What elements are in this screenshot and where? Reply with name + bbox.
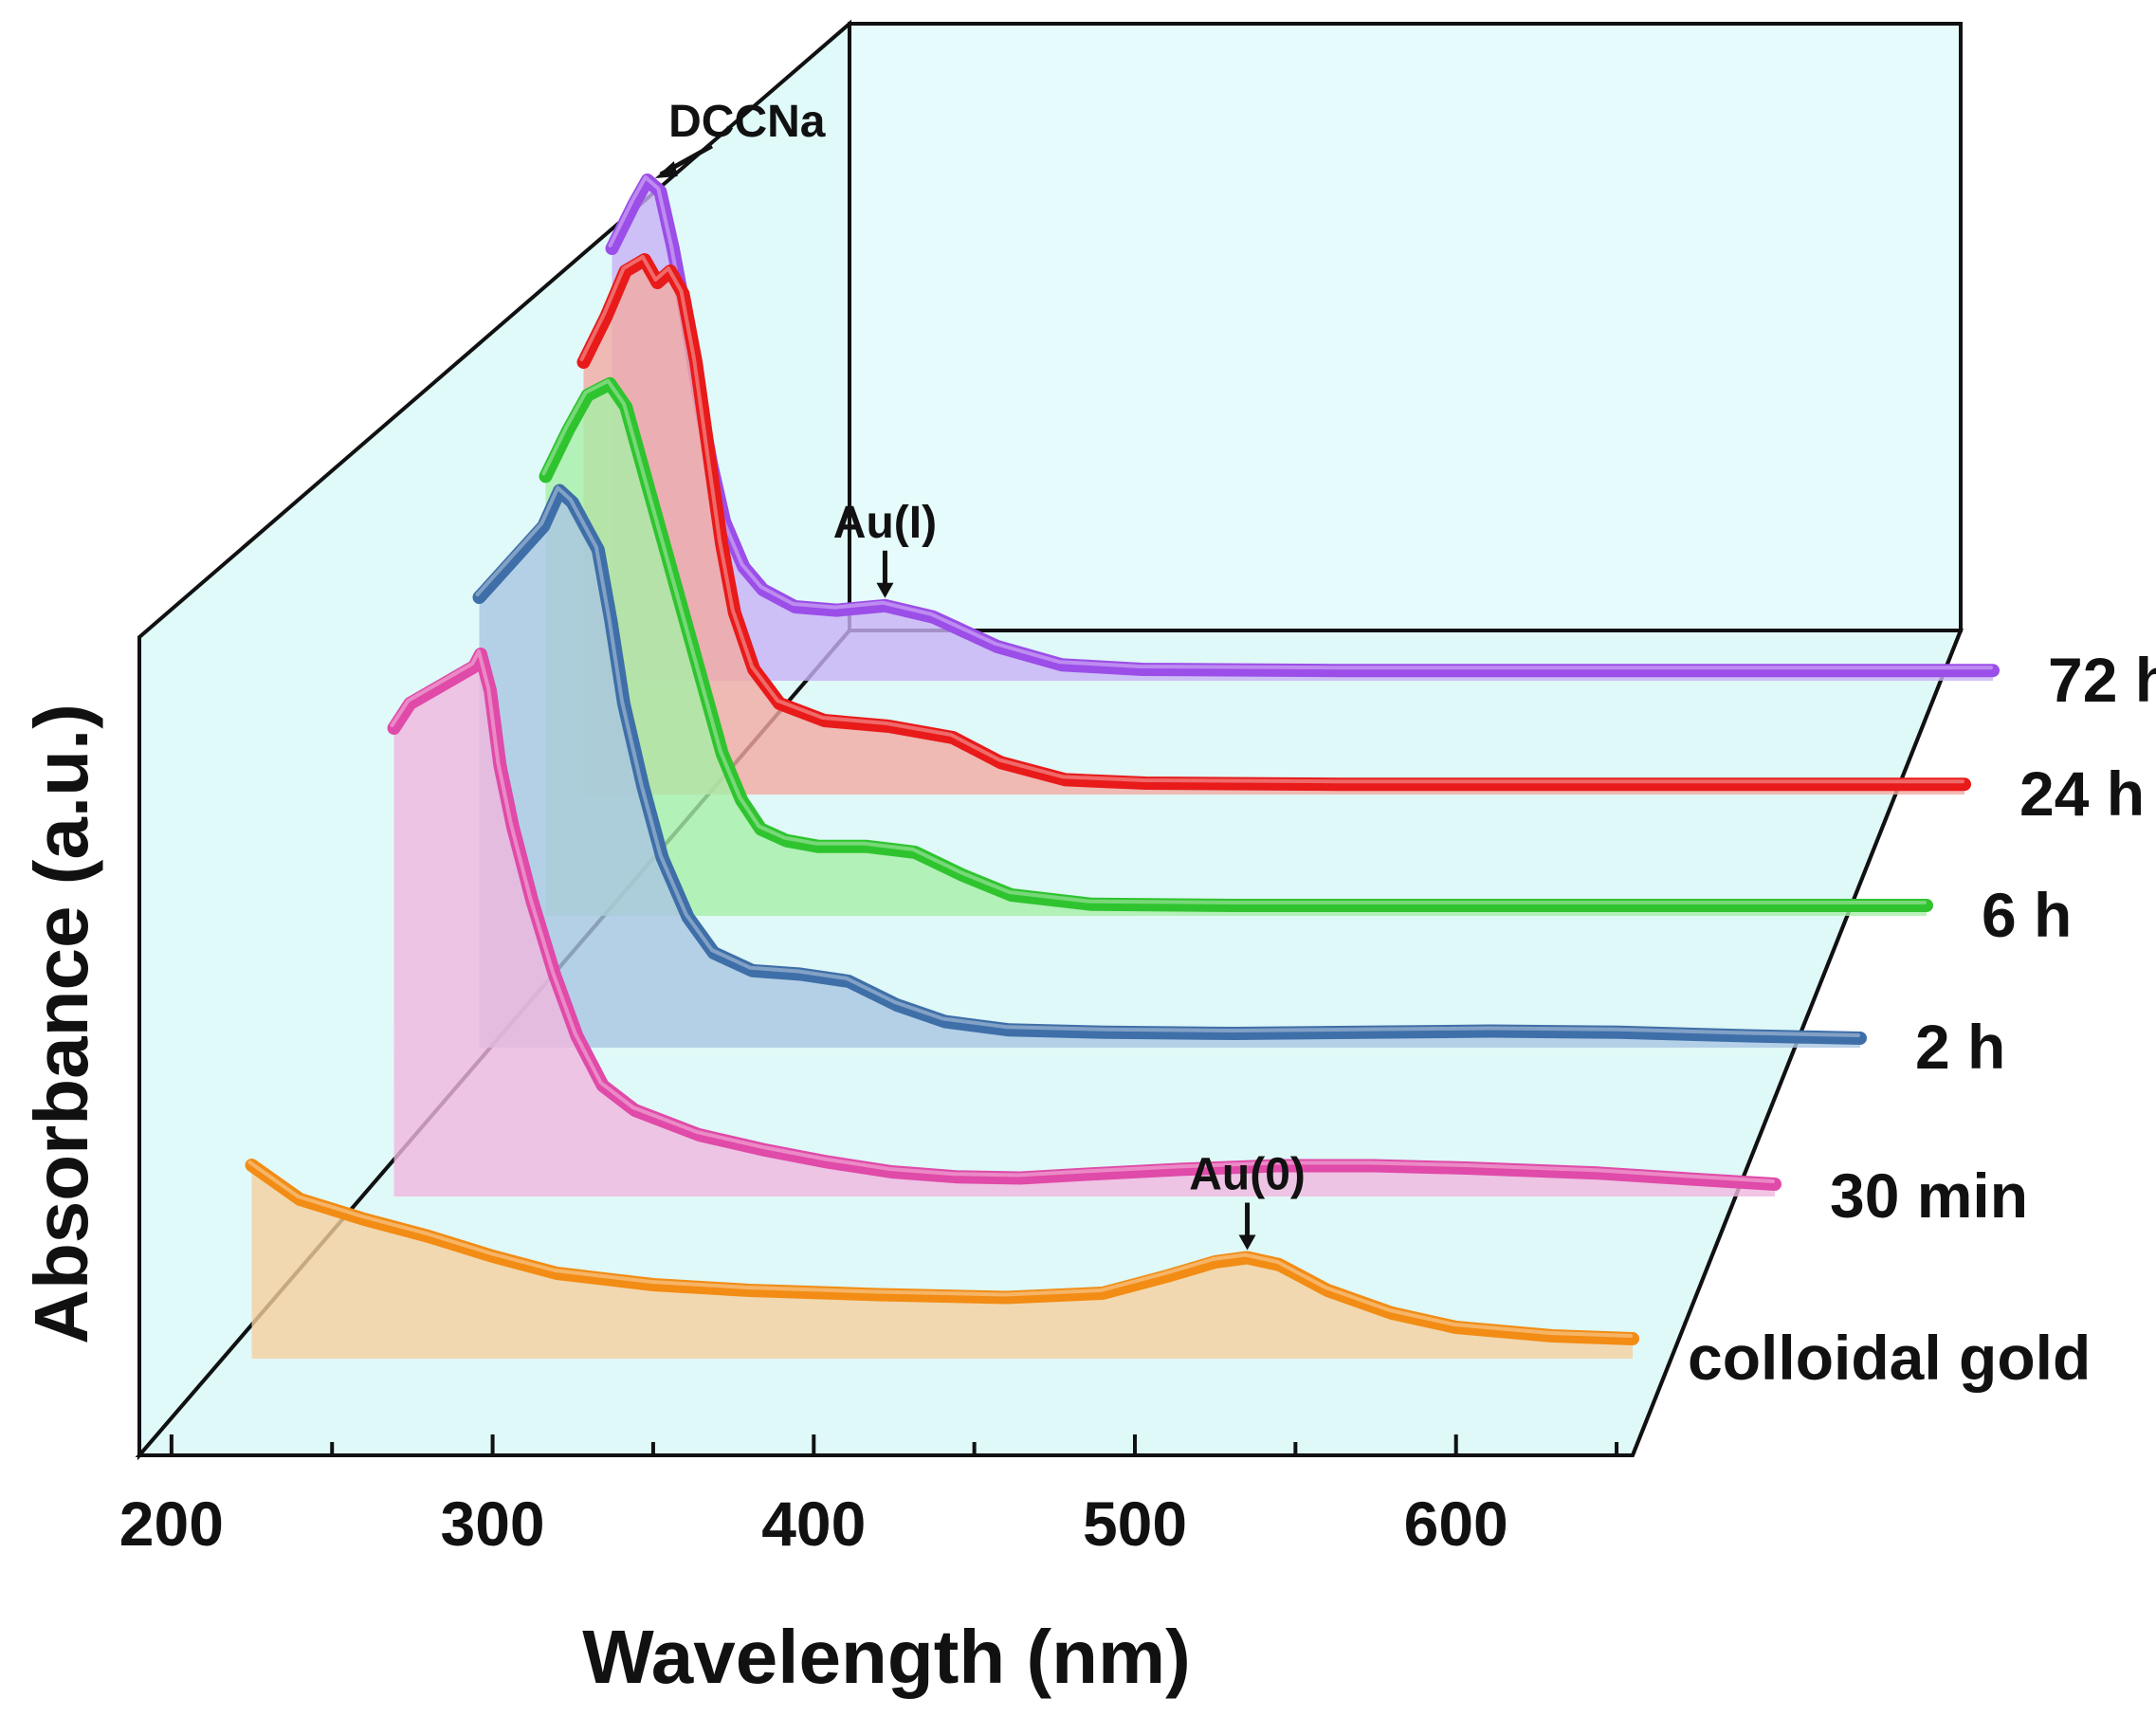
x-tick-label: 200 (119, 1489, 224, 1559)
back-wall (848, 22, 1963, 632)
series-label: 2 h (1915, 1012, 2005, 1082)
series-line-0 (245, 1159, 1639, 1345)
annotation-label: Au(0) (1189, 1150, 1306, 1200)
series-area-0 (251, 1165, 1633, 1359)
series-label: 24 h (2019, 758, 2145, 829)
annotation-arrowhead (654, 161, 678, 178)
series-line-4 (576, 253, 1971, 792)
series-area-1 (393, 654, 1775, 1196)
series-line-3 (539, 376, 1933, 912)
x-tick-label: 500 (1083, 1489, 1187, 1559)
annotation-label: Au(I) (833, 498, 937, 548)
annotation-layer: Au(0) Au(I) DCCNa (654, 97, 1306, 1251)
x-axis-title: Wavelength (nm) (582, 1615, 1190, 1699)
series-layer: 72 h 24 h 6 h 2 h 30 min colloidal gold (245, 174, 2156, 1393)
series-label: 30 min (1830, 1160, 2028, 1231)
series-line-5 (605, 174, 2000, 678)
series-highlight-0 (247, 1160, 1633, 1338)
series-highlight-5 (608, 175, 1993, 670)
x-axis-ticks: 200 300 400 500 600 (119, 1434, 1619, 1559)
y-axis-title: Absorbance (a.u.) (19, 703, 103, 1344)
series-label: 72 h (2048, 645, 2156, 715)
series-area-3 (545, 383, 1927, 916)
series-line-2 (472, 484, 1867, 1045)
annotation-arrowhead (1238, 1234, 1256, 1251)
series-area-2 (479, 490, 1860, 1048)
series-highlight-4 (579, 255, 1964, 784)
x-tick-label: 600 (1404, 1489, 1508, 1559)
series-area-5 (612, 180, 1993, 681)
series-label: colloidal gold (1688, 1323, 2091, 1393)
series-label: 6 h (1982, 880, 2072, 950)
series-line-1 (387, 648, 1781, 1191)
x-tick-label: 300 (441, 1489, 545, 1559)
series-highlight-1 (390, 649, 1775, 1183)
series-highlight-2 (475, 485, 1860, 1037)
x-tick-label: 400 (761, 1489, 866, 1559)
annotation-label: DCCNa (668, 97, 826, 147)
series-highlight-3 (541, 378, 1927, 904)
annotation-arrowhead (876, 582, 894, 598)
